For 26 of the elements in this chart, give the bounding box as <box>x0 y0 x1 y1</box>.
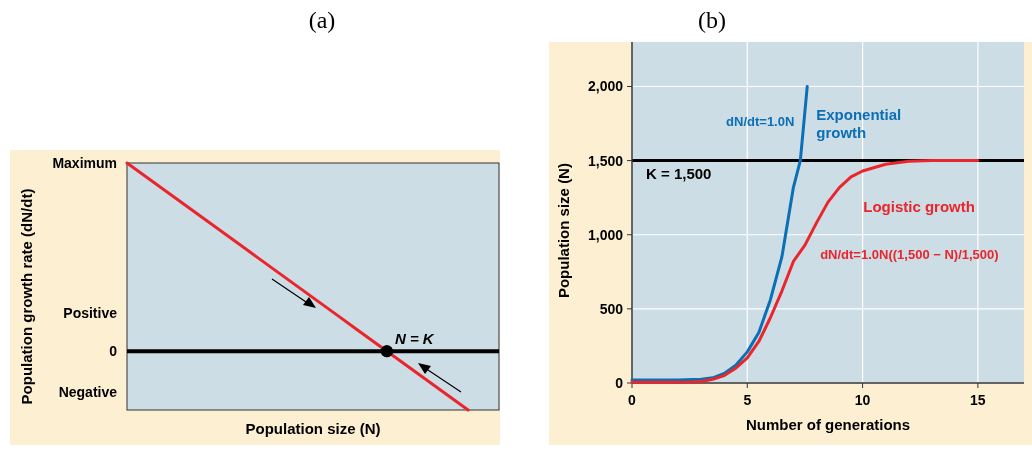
x-tick-label: 5 <box>743 392 752 408</box>
x-tick-label: 15 <box>970 392 986 408</box>
series-label: Logistic growth <box>863 198 975 215</box>
text: Negative <box>58 384 118 400</box>
y-tick-label: 1,000 <box>587 226 624 243</box>
series-label: Exponential growth <box>816 106 902 141</box>
chart-title: (b) <box>698 7 726 33</box>
line-series <box>630 84 809 382</box>
text: Positive <box>63 305 118 321</box>
x-tick-label: 10 <box>854 392 871 408</box>
y-tick-label: 500 <box>599 300 624 317</box>
y-tick-label: 0 <box>615 375 624 391</box>
x-tick-label: 0 <box>628 392 637 408</box>
y-axis-title: Population size (N) <box>555 163 572 299</box>
text: 0 <box>109 343 118 360</box>
annotation: N = K <box>394 330 435 348</box>
y-tick-label: 2,000 <box>587 78 624 95</box>
annotation: dN/dt=1.0N((1,500 − N)/1,500) <box>820 247 999 262</box>
text: Maximum <box>52 155 117 171</box>
x-axis-title: Population size (N) <box>245 420 381 437</box>
annotation: dN/dt=1.0N <box>726 114 795 129</box>
ref-line-label: K = 1,500 <box>646 164 712 182</box>
y-tick-label: 1,500 <box>587 152 624 169</box>
chart-title: (a) <box>308 7 336 33</box>
x-axis-title: Number of generations <box>745 416 911 433</box>
y-axis-title: Population growth rate (dN/dt) <box>18 188 35 405</box>
